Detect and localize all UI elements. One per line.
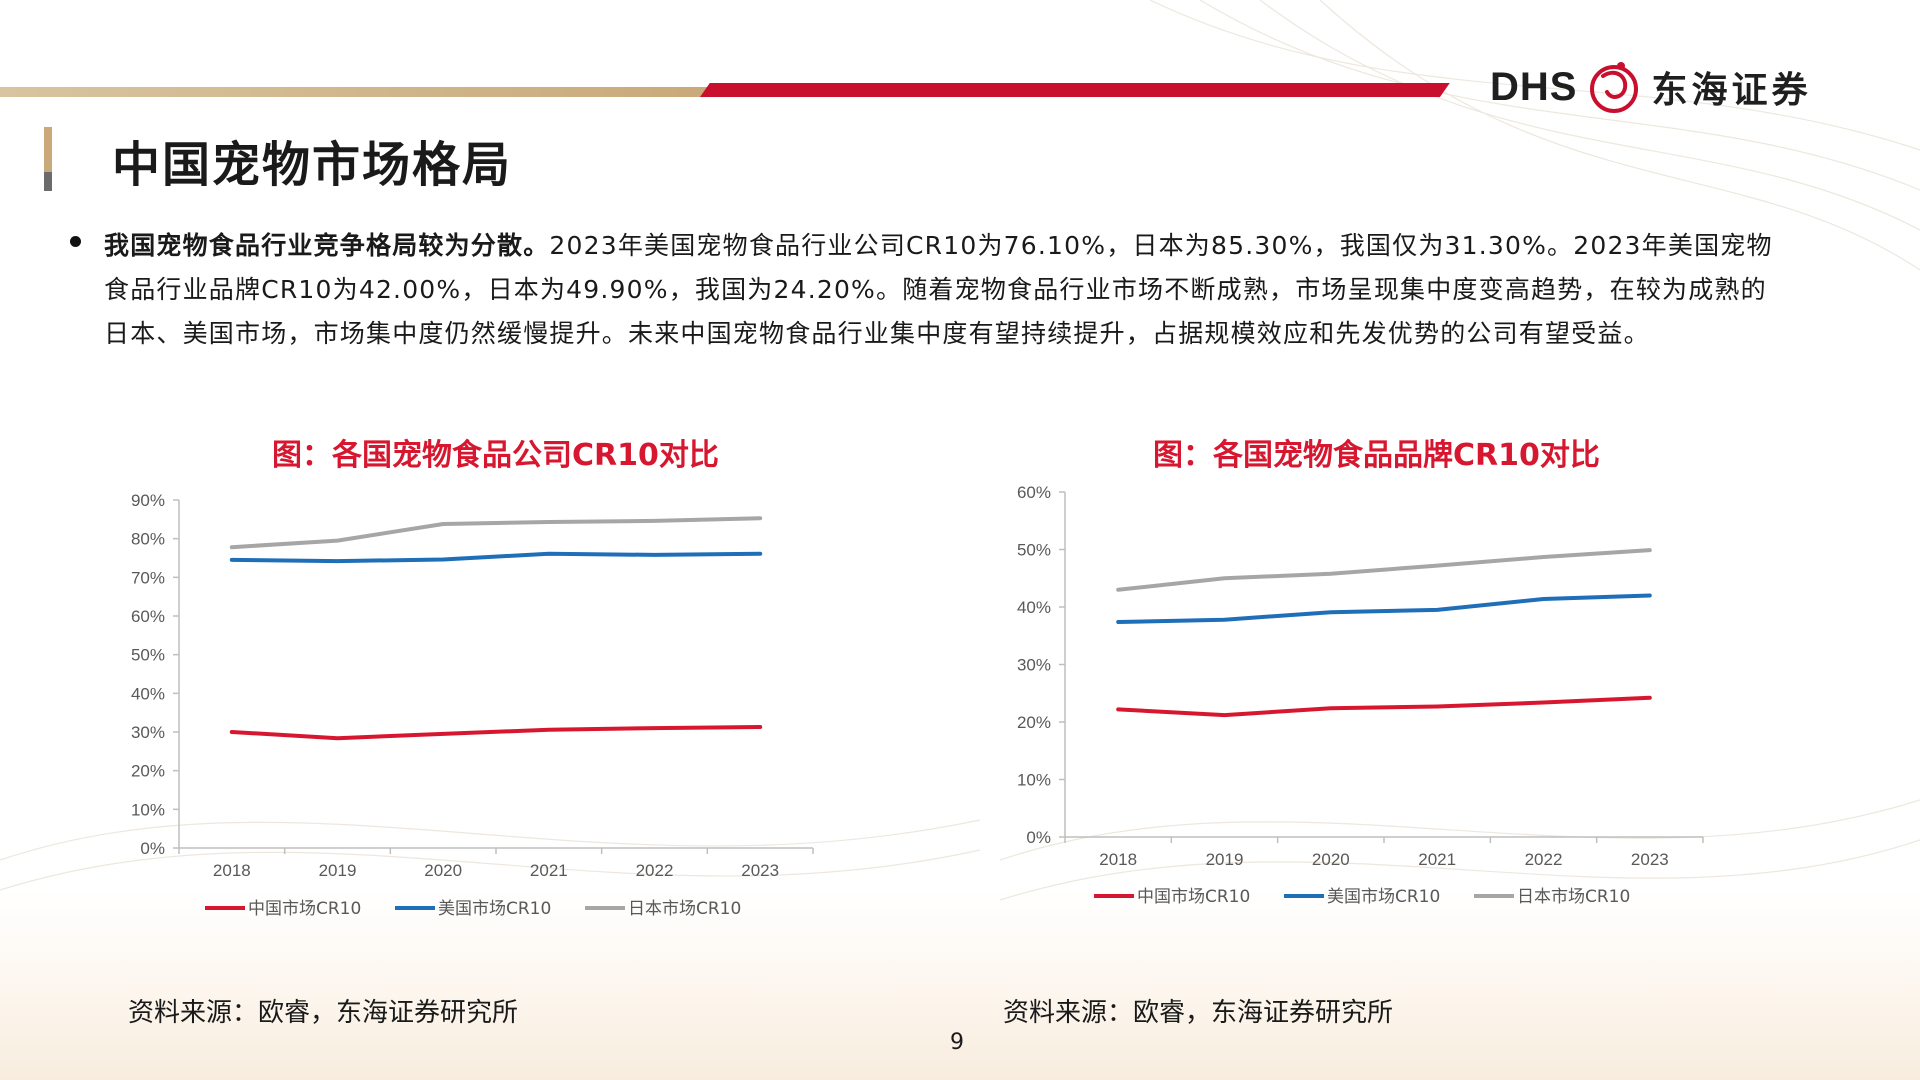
chart2-series-line-0 xyxy=(1116,695,1652,718)
chart1-ytick-label: 50% xyxy=(131,646,165,665)
chart2-legend-label-1: 美国市场CR10 xyxy=(1327,887,1440,907)
chart2-source: 资料来源：欧睿，东海证券研究所 xyxy=(1003,998,1394,1028)
chart1-ytick-label: 90% xyxy=(131,491,165,510)
chart2-xtick-label: 2019 xyxy=(1206,850,1244,869)
chart1-xtick-label: 2020 xyxy=(424,861,462,880)
chart1-ytick-label: 0% xyxy=(140,839,165,858)
chart2-xtick-label: 2020 xyxy=(1312,850,1350,869)
chart1-ytick-label: 30% xyxy=(131,723,165,742)
chart1-xtick-label: 2018 xyxy=(213,861,251,880)
header-gold-stripe xyxy=(0,87,720,97)
summary-body: 2023年美国宠物食品行业公司CR10为76.10%，日本为85.30%，我国仅… xyxy=(104,231,1773,348)
chart1-legend-label-1: 美国市场CR10 xyxy=(438,899,551,919)
chart1-company-cr10: 0% 10% 20% 30% 40% 50% 60% 70% 80% 90% 2018 2019 202… xyxy=(131,491,814,919)
chart2-series-line-2 xyxy=(1116,548,1652,592)
page-title: 中国宠物市场格局 xyxy=(112,137,513,193)
chart2-ytick-label: 40% xyxy=(1017,598,1051,617)
chart1-series-line-2 xyxy=(229,516,763,550)
summary-paragraph: 我国宠物食品行业竞争格局较为分散。2023年美国宠物食品行业公司CR10为76.… xyxy=(104,224,1776,356)
logo-company-name: 东海证券 xyxy=(1651,70,1812,111)
chart2-ytick-label: 50% xyxy=(1017,541,1051,560)
chart1-xtick-label: 2019 xyxy=(319,861,357,880)
chart1-xtick-label: 2022 xyxy=(636,861,674,880)
bullet-dot xyxy=(70,236,81,247)
chart2-title: 图：各国宠物食品品牌CR10对比 xyxy=(1153,438,1600,473)
chart2-ytick-label: 60% xyxy=(1017,483,1051,502)
chart1-legend-label-2: 日本市场CR10 xyxy=(628,899,741,919)
chart1-source: 资料来源：欧睿，东海证券研究所 xyxy=(128,998,519,1028)
chart1-series-line-1 xyxy=(229,551,763,564)
chart1-xtick-label: 2023 xyxy=(741,861,779,880)
header-red-stripe xyxy=(700,83,1450,97)
chart2-xtick-label: 2022 xyxy=(1525,850,1563,869)
chart2-ytick-label: 0% xyxy=(1026,828,1051,847)
chart1-title: 图：各国宠物食品公司CR10对比 xyxy=(272,438,719,473)
chart2-legend-label-2: 日本市场CR10 xyxy=(1517,887,1630,907)
chart1-legend-label-0: 中国市场CR10 xyxy=(248,899,361,919)
chart2-ytick-label: 10% xyxy=(1017,771,1051,790)
chart1-xtick-label: 2021 xyxy=(530,861,568,880)
chart1-ytick-label: 20% xyxy=(131,762,165,781)
chart2-xtick-label: 2023 xyxy=(1631,850,1669,869)
logo-dhs-text: DHS xyxy=(1490,64,1578,109)
chart2-xtick-label: 2021 xyxy=(1418,850,1456,869)
chart2-ytick-label: 20% xyxy=(1017,713,1051,732)
summary-bold-lead: 我国宠物食品行业竞争格局较为分散。 xyxy=(104,231,550,260)
dragon-emblem-icon xyxy=(1590,62,1639,113)
chart2-legend-label-0: 中国市场CR10 xyxy=(1137,887,1250,907)
chart1-ytick-label: 80% xyxy=(131,530,165,549)
chart1-ytick-label: 70% xyxy=(131,568,165,587)
chart1-ytick-label: 10% xyxy=(131,800,165,819)
background-skyline xyxy=(0,890,1920,1080)
page-number: 9 xyxy=(950,1030,964,1055)
title-accent-bar xyxy=(44,127,52,191)
chart1-series-line-0 xyxy=(229,725,763,741)
chart2-brand-cr10: 0% 10% 20% 30% 40% 50% 60% 2018 2019 2020 2021 2022… xyxy=(1017,483,1704,907)
chart2-series-line-1 xyxy=(1116,593,1652,624)
chart1-ytick-label: 40% xyxy=(131,684,165,703)
chart1-ytick-label: 60% xyxy=(131,607,165,626)
company-logo: DHS 东海证券 xyxy=(1490,52,1811,122)
chart2-xtick-label: 2018 xyxy=(1099,850,1137,869)
chart2-ytick-label: 30% xyxy=(1017,656,1051,675)
